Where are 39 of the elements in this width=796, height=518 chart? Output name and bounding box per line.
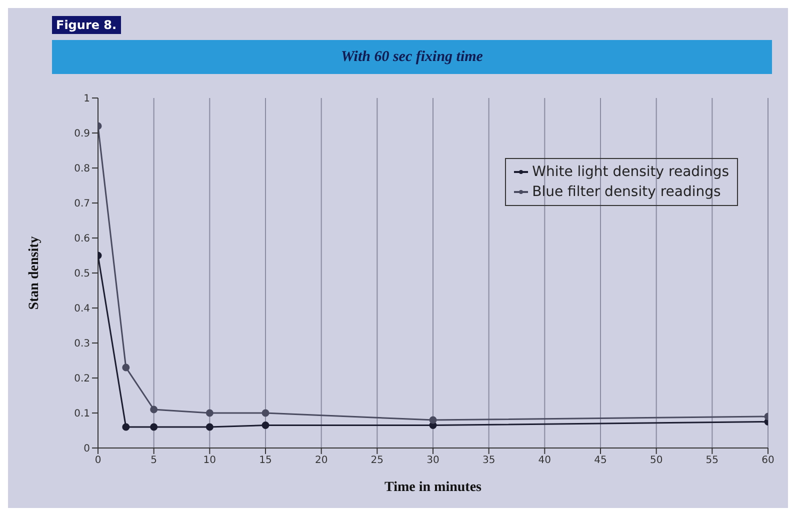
y-tick-label: 0.6 (74, 234, 90, 245)
y-tick-label: 0.4 (74, 304, 90, 315)
x-tick-label: 25 (370, 455, 384, 466)
point (122, 423, 130, 431)
y-tick-label: 0.8 (74, 164, 90, 175)
x-tick-label: 60 (762, 455, 774, 466)
point (122, 364, 130, 372)
point (262, 409, 270, 417)
chart-title: Figure 8. (52, 16, 121, 34)
y-tick-label: 0 (84, 444, 90, 455)
y-tick-label: 0.2 (74, 374, 90, 385)
x-tick-label: 15 (259, 455, 272, 466)
y-tick-label: 0.5 (74, 268, 90, 280)
x-tick-label: 55 (706, 455, 719, 466)
y-tick-label: 0.7 (74, 198, 90, 210)
y-tick-label: 0.9 (74, 128, 90, 140)
x-axis-title: Time in minutes (384, 480, 482, 495)
point (206, 423, 214, 431)
point (429, 416, 437, 424)
x-tick-label: 20 (314, 455, 328, 466)
point (150, 423, 158, 431)
point (206, 409, 214, 417)
point (150, 406, 158, 414)
legend-label: Blue filter density readings (532, 183, 721, 202)
y-tick-label: 0.3 (74, 338, 90, 350)
x-tick-label: 40 (538, 455, 552, 466)
y-tick-label: 0.1 (74, 408, 90, 420)
y-tick-label: 1 (84, 94, 90, 105)
point (262, 422, 270, 429)
x-tick-label: 10 (203, 455, 216, 466)
x-tick-label: 30 (426, 455, 440, 466)
x-tick-label: 5 (150, 455, 158, 466)
chart-subtitle: With 60 sec fixing time (52, 40, 772, 74)
y-axis-title: Stan density (26, 236, 42, 310)
x-tick-label: 45 (594, 455, 607, 466)
legend-label: White light density readings (532, 163, 729, 182)
x-tick-label: 35 (482, 455, 496, 466)
x-tick-label: 0 (94, 455, 102, 466)
x-tick-label: 50 (650, 455, 663, 466)
